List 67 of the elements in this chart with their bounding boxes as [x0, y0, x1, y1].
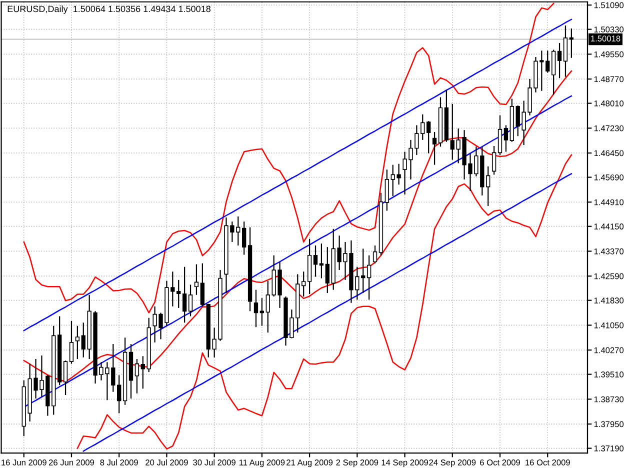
candlestick [563, 24, 568, 78]
y-tick-label: 1.37950 [594, 421, 624, 428]
x-tick-label: 16 Oct 2009 [526, 460, 570, 466]
x-tick-label: 8 Jul 2009 [100, 459, 138, 466]
candlestick [551, 49, 556, 96]
candlestick [372, 244, 378, 264]
candlestick [302, 271, 306, 298]
y-tick-label: 1.41830 [594, 298, 624, 304]
candlestick [325, 246, 330, 294]
candlestick [319, 243, 324, 279]
candlestick [188, 284, 193, 317]
candlestick [81, 322, 86, 358]
chart-title: EURUSD,Daily 1.50064 1.50356 1.49434 1.50018 [8, 5, 210, 14]
candlestick [182, 266, 187, 324]
candlestick [176, 279, 181, 309]
y-tick-label: 1.41050 [594, 322, 624, 328]
candlestick [194, 264, 199, 296]
y-tick-label: 1.42590 [594, 273, 624, 280]
y-tick-label: 1.38730 [594, 396, 624, 402]
x-tick-label: 2 Sep 2009 [336, 460, 378, 468]
candlestick [242, 221, 246, 256]
x-tick-label: 11 Aug 2009 [239, 460, 285, 468]
y-tick-label: 1.47230 [594, 125, 624, 132]
y-tick-label: 1.44910 [594, 199, 624, 206]
candlestick [75, 325, 80, 360]
candlestick [498, 114, 502, 156]
y-tick-label: 1.46450 [594, 150, 624, 156]
x-tick-label: 6 Oct 2009 [480, 460, 520, 466]
y-tick-label: 1.44150 [594, 224, 624, 230]
candlestick [492, 145, 496, 176]
candlestick [140, 356, 145, 390]
candlestick [426, 120, 431, 154]
candlestick [313, 244, 318, 278]
candlestick [432, 131, 437, 166]
y-tick-label: 1.51090 [594, 2, 624, 8]
x-tick-label: 16 Jun 2009 [2, 460, 46, 466]
candlestick [486, 166, 490, 206]
y-tick-label: 1.50330 [594, 26, 624, 32]
candlestick [366, 254, 372, 300]
candlestick [254, 289, 258, 328]
candlestick [361, 248, 366, 294]
candlestick [200, 262, 205, 307]
ref-line-label: 1.50018 [591, 36, 620, 42]
candlestick [117, 374, 122, 414]
candlestick [384, 169, 390, 212]
candlestick [557, 42, 562, 79]
x-tick-label: 26 Jun 2009 [48, 460, 94, 466]
x-tick-label: 30 Jul 2009 [193, 459, 236, 466]
candlestick [266, 280, 270, 334]
y-tick-label: 1.37190 [594, 445, 624, 452]
y-tick-label: 1.48770 [594, 76, 624, 82]
y-tick-label: 1.40270 [594, 347, 624, 354]
x-tick-label: 21 Aug 2009 [286, 460, 333, 468]
candlestick [134, 358, 140, 394]
x-tick-label: 24 Sep 2009 [429, 460, 476, 468]
x-tick-label: 14 Sep 2009 [382, 460, 428, 468]
candlestick [69, 320, 74, 364]
y-tick-label: 1.43370 [594, 248, 624, 254]
y-tick-label: 1.49550 [594, 51, 624, 58]
y-tick-label: 1.39510 [594, 372, 624, 378]
candlestick [450, 103, 454, 160]
y-tick-label: 1.45690 [594, 174, 624, 180]
candlestick [504, 124, 508, 152]
x-tick-label: 20 Jul 2009 [146, 459, 188, 466]
candlestick [260, 298, 264, 326]
candlestick [63, 360, 68, 396]
y-tick-label: 1.48010 [594, 100, 624, 106]
